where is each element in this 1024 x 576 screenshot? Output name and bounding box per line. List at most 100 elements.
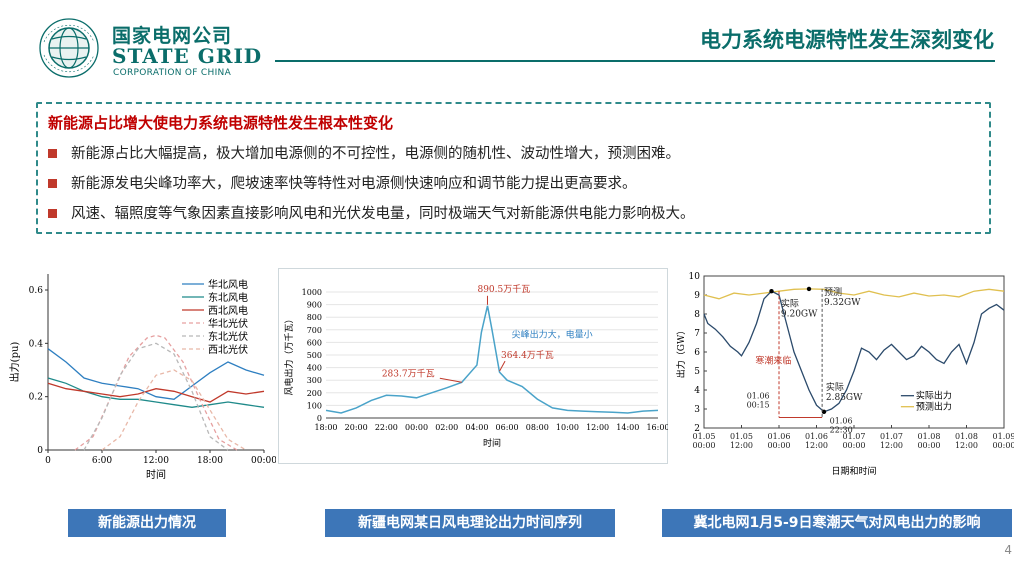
- y-tick-label: 0.6: [29, 286, 44, 296]
- y-tick-label: 400: [307, 364, 322, 373]
- y-axis-label: 出力(pu): [8, 342, 21, 383]
- series-line: [101, 369, 247, 451]
- annotation-time-start: 01.06 00:15: [747, 392, 770, 410]
- x-tick-label: 01.06 00:00: [767, 432, 790, 450]
- logo-english-name: STATE GRID: [112, 44, 263, 68]
- annotation-low: 283.7万千瓦: [382, 368, 435, 379]
- x-tick-label: 01.09 00:00: [992, 432, 1014, 450]
- x-tick-label: 0: [45, 456, 51, 466]
- y-tick-label: 2: [694, 424, 700, 434]
- y-tick-label: 8: [694, 310, 700, 320]
- x-tick-label: 12:00: [586, 423, 609, 432]
- logo-chinese-name: 国家电网公司: [112, 25, 233, 47]
- y-tick-label: 600: [307, 338, 322, 347]
- y-tick-label: 1000: [302, 288, 322, 297]
- y-tick-label: 0.4: [29, 339, 44, 349]
- legend-label: 西北光伏: [208, 343, 248, 356]
- series-line: [325, 305, 659, 414]
- y-tick-label: 3: [694, 405, 700, 415]
- summary-heading: 新能源占比增大使电力系统电源特性发生根本性变化: [48, 114, 394, 132]
- y-tick-label: 0: [37, 446, 43, 456]
- x-tick-label: 20:00: [345, 423, 368, 432]
- annotation-arrow: [439, 377, 462, 383]
- x-tick-label: 22:00: [375, 423, 398, 432]
- annotation-actual-peak: 实际 9.20GW: [781, 297, 818, 319]
- bullet-text: 新能源发电尖峰功率大，爬坡速率快等特性对电源侧快速响应和调节能力提出更高要求。: [71, 176, 637, 192]
- square-bullet-icon: [48, 178, 57, 188]
- chart-new-energy-output: 0 0.2 0.4 0.6 0 6:00 12:00 18:00 00:00 时间 出力(pu) 华北…: [8, 274, 276, 481]
- y-tick-label: 300: [307, 376, 322, 385]
- summary-box: 新能源占比增大使电力系统电源特性发生根本性变化 新能源占比大幅提高，极大增加电源…: [36, 102, 991, 234]
- series-line: [47, 377, 265, 408]
- y-tick-label: 100: [307, 401, 322, 410]
- legend-label: 华北光伏: [208, 317, 248, 330]
- series-line: [83, 342, 229, 451]
- y-tick-label: 7: [694, 329, 700, 339]
- x-tick-label: 01.07 00:00: [842, 432, 865, 450]
- state-grid-globe-icon: [39, 18, 99, 78]
- x-tick-label: 01.07 12:00: [880, 432, 903, 450]
- logo: 国家电网公司 STATE GRID CORPORATION OF CHINA: [38, 17, 278, 79]
- bullet-item: 新能源发电尖峰功率大，爬坡速率快等特性对电源侧快速响应和调节能力提出更高要求。: [48, 172, 637, 193]
- series-line: [703, 290, 1005, 413]
- point-marker: [769, 289, 774, 294]
- annotation-cold-wave: 寒潮来临: [755, 354, 791, 366]
- y-tick-label: 10: [689, 272, 701, 282]
- y-tick-label: 4: [694, 386, 700, 396]
- legend-label: 预测出力: [916, 401, 952, 413]
- header-divider: [275, 60, 995, 62]
- square-bullet-icon: [48, 208, 57, 218]
- y-tick-label: 6: [694, 348, 700, 358]
- bullet-text: 新能源占比大幅提高，极大增加电源侧的不可控性，电源侧的随机性、波动性增大，预测困…: [71, 146, 680, 162]
- bullet-item: 新能源占比大幅提高，极大增加电源侧的不可控性，电源侧的随机性、波动性增大，预测困…: [48, 142, 680, 163]
- x-tick-label: 6:00: [92, 456, 112, 466]
- legend-label: 东北风电: [208, 291, 248, 304]
- annotation-arrow: [499, 360, 506, 372]
- x-tick-label: 18:00: [314, 423, 337, 432]
- x-tick-label: 04:00: [465, 423, 488, 432]
- x-tick-label: 01.06 12:00: [805, 432, 828, 450]
- y-tick-label: 700: [307, 326, 322, 335]
- legend-label: 西北风电: [208, 304, 248, 317]
- x-axis-label: 时间: [483, 437, 501, 449]
- legend-label: 东北光伏: [208, 330, 248, 343]
- caption-jibei-cold-wave: 冀北电网1月5-9日寒潮天气对风电出力的影响: [662, 509, 1012, 537]
- annotation-actual-low: 实际 2.85GW: [826, 381, 863, 403]
- series-line: [47, 382, 265, 403]
- y-tick-label: 500: [307, 351, 322, 360]
- x-tick-label: 01.05 12:00: [730, 432, 753, 450]
- legend-label: 实际出力: [916, 390, 952, 402]
- y-axis-label: 出力（GW）: [675, 326, 687, 378]
- x-axis-label: 日期和时间: [831, 465, 876, 477]
- bullet-text: 风速、辐照度等气象因素直接影响风电和光伏发电量，同时极端天气对新能源供电能力影响…: [71, 206, 695, 222]
- chart-jibei-cold-wave: 2 3 4 5 6 7 8 9 10 01.05 00:00 01.05 12:00 01.06 00:00…: [675, 272, 1014, 477]
- annotation-forecast-peak: 预测 9.32GW: [824, 287, 861, 308]
- y-tick-label: 900: [307, 301, 322, 310]
- point-marker: [821, 409, 827, 415]
- caption-xinjiang-wind: 新疆电网某日风电理论出力时间序列: [325, 509, 615, 537]
- annotation-peak: 890.5万千瓦: [477, 284, 530, 295]
- x-tick-label: 12:00: [143, 456, 169, 466]
- annotation-mid: 364.4万千瓦: [501, 350, 554, 361]
- x-tick-label: 16:00: [646, 423, 668, 432]
- y-tick-label: 9: [694, 291, 700, 301]
- y-tick-label: 200: [307, 389, 322, 398]
- bullet-item: 风速、辐照度等气象因素直接影响风电和光伏发电量，同时极端天气对新能源供电能力影响…: [48, 202, 695, 223]
- point-marker: [806, 286, 812, 292]
- x-tick-label: 06:00: [496, 423, 519, 432]
- annotation-note: 尖峰出力大，电量小: [512, 328, 593, 340]
- x-tick-label: 01.08 12:00: [955, 432, 978, 450]
- square-bullet-icon: [48, 148, 57, 158]
- annotation-time-end: 01.06 22:30: [830, 416, 853, 434]
- y-tick-label: 0.2: [29, 393, 43, 403]
- y-tick-label: 0: [317, 414, 322, 423]
- x-tick-label: 01.05 00:00: [692, 432, 715, 450]
- y-axis-label: 风电出力（万千瓦）: [283, 314, 295, 395]
- x-tick-label: 18:00: [197, 456, 223, 466]
- logo-subtitle: CORPORATION OF CHINA: [113, 68, 232, 78]
- x-axis-label: 时间: [146, 468, 166, 481]
- legend-label: 华北风电: [208, 278, 248, 291]
- x-tick-label: 01.08 00:00: [917, 432, 940, 450]
- x-tick-label: 14:00: [616, 423, 639, 432]
- page-number: 4: [1004, 543, 1012, 557]
